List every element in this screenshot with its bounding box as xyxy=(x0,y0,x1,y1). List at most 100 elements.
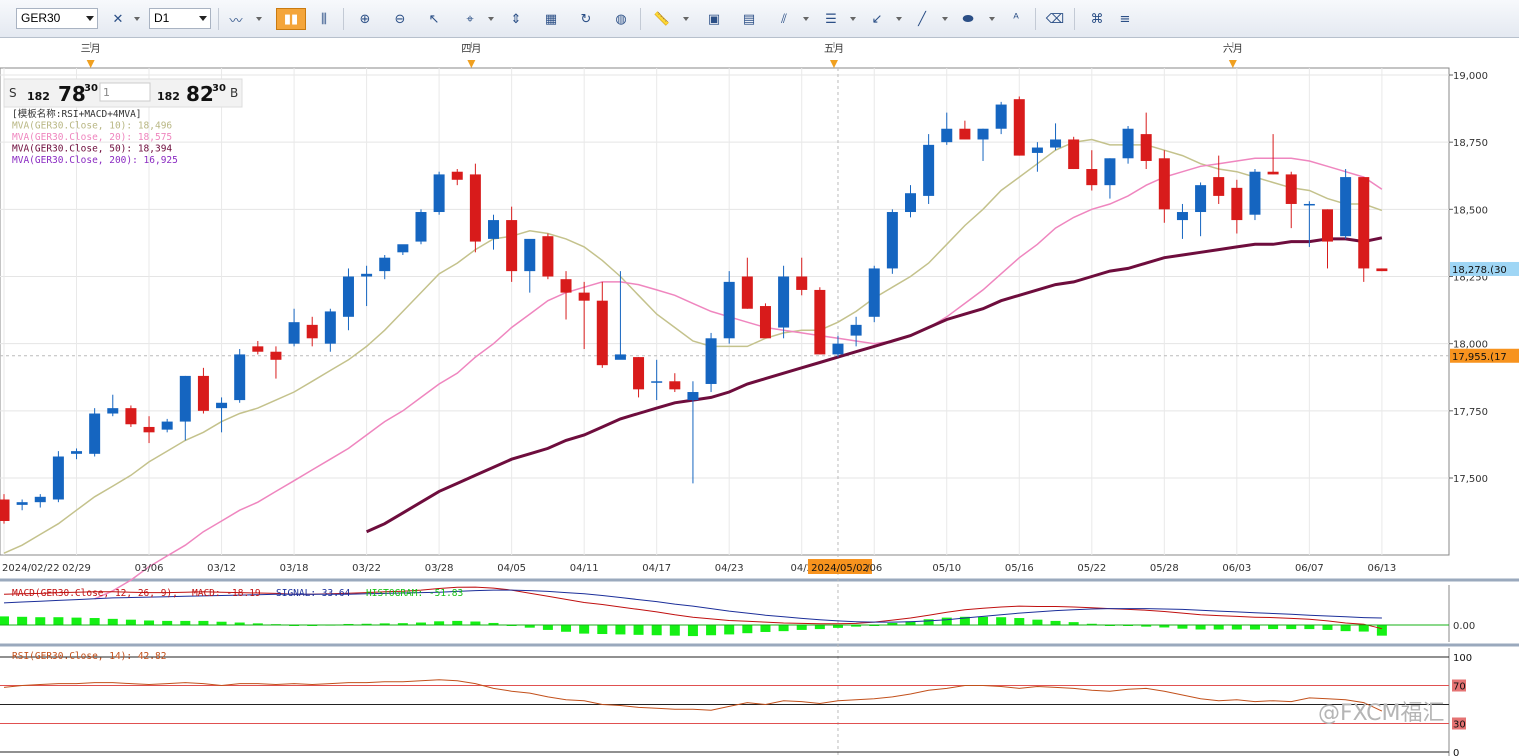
candle-body xyxy=(234,354,246,401)
buy-sup: 30 xyxy=(212,83,226,94)
macd-histogram-bar xyxy=(0,616,9,625)
chevron-down-icon[interactable] xyxy=(896,17,902,21)
chevron-down-icon[interactable] xyxy=(256,17,262,21)
line-chart-icon[interactable]: 〰 xyxy=(229,13,243,29)
candle-body xyxy=(107,408,119,414)
globe-icon[interactable]: ◍ xyxy=(615,11,627,27)
chevron-down-icon[interactable] xyxy=(134,17,140,21)
template-icon[interactable]: ▤ xyxy=(742,11,756,27)
ruler-icon[interactable]: 📏 xyxy=(653,11,671,27)
macd-series-line xyxy=(3,589,1382,623)
chevron-down-icon[interactable] xyxy=(989,17,995,21)
zoom-out-icon[interactable]: ⊖ xyxy=(394,11,406,27)
chart-area[interactable]: 三月 四月 五月 六月 19,00018,75018,50018,25018,0001… xyxy=(0,38,1519,756)
rsi-tick-label: 70 xyxy=(1453,682,1466,693)
candle-body xyxy=(1303,203,1315,206)
bar-icon[interactable]: ⫼ xyxy=(321,11,327,27)
refresh-icon[interactable]: ↻ xyxy=(580,11,592,27)
macd-tick-label: 0.00 xyxy=(1453,621,1475,632)
price-tick-label: 18,500 xyxy=(1453,205,1488,216)
macd-histogram-bar xyxy=(1086,623,1097,625)
candle-body xyxy=(16,502,28,505)
candle-body xyxy=(397,244,409,253)
candle-body xyxy=(342,276,354,317)
macd-histogram-bar xyxy=(198,620,209,625)
chevron-down-icon[interactable] xyxy=(942,17,948,21)
legend-entry: MVA(GER30.Close, 20): 18,575 xyxy=(12,132,172,143)
fib-icon[interactable]: ⫽ xyxy=(781,11,787,27)
timeframe-select[interactable]: D1 xyxy=(149,8,211,29)
picture-icon[interactable]: ▣ xyxy=(707,11,721,27)
macd-histogram-bar xyxy=(1322,625,1333,630)
date-label: /06 xyxy=(866,563,882,574)
candle-body xyxy=(778,276,790,328)
chevron-down-icon[interactable] xyxy=(803,17,809,21)
buy-big[interactable]: 82 xyxy=(186,82,214,106)
macd-histogram-bar xyxy=(488,622,499,625)
date-label: 03/28 xyxy=(425,563,454,574)
calendar-icon[interactable]: ▦ xyxy=(544,11,558,27)
candle-body xyxy=(977,128,989,140)
date-label: 05/16 xyxy=(1005,563,1034,574)
chevron-down-icon[interactable] xyxy=(683,17,689,21)
legend-entry: MVA(GER30.Close, 50): 18,394 xyxy=(12,144,172,155)
date-cursor-badge xyxy=(807,559,872,574)
candle-body xyxy=(71,451,83,454)
arrow-icon[interactable]: ↙ xyxy=(871,11,883,27)
tree-icon[interactable]: ⌘ xyxy=(1090,11,1104,27)
chevron-down-icon[interactable] xyxy=(850,17,856,21)
symbol-select[interactable]: GER30 xyxy=(16,8,98,29)
more-icon[interactable]: ≡ xyxy=(1119,11,1131,27)
sell-big[interactable]: 78 xyxy=(58,82,86,106)
candle-body xyxy=(1031,147,1043,153)
macd-histogram-bar xyxy=(669,625,680,636)
candle-body xyxy=(941,128,953,143)
legend-entry: [模板名称:RSI+MACD+4MVA] xyxy=(12,108,142,120)
sell-prefix: 182 xyxy=(27,90,50,103)
pen-icon[interactable]: ╱ xyxy=(918,11,926,27)
candle-body xyxy=(796,276,808,290)
text-icon[interactable]: ᴬ xyxy=(1013,11,1019,27)
macd-histogram-bar xyxy=(1340,625,1351,632)
macd-histogram-bar xyxy=(452,620,463,625)
symbol-remove-icon[interactable]: ✕ xyxy=(112,11,124,27)
candle-body xyxy=(814,289,826,355)
candle-body xyxy=(1068,139,1080,170)
fit-icon[interactable]: ⇕ xyxy=(510,11,522,27)
candle-icon[interactable]: ▮▮ xyxy=(276,8,306,30)
crosshair-icon[interactable]: ⌖ xyxy=(466,11,474,27)
month-label: 六月 xyxy=(1223,43,1243,55)
lines-icon[interactable]: ☰ xyxy=(825,11,837,27)
toolbar-separator xyxy=(1035,8,1036,30)
month-label: 四月 xyxy=(461,43,481,55)
timeframe-value: D1 xyxy=(154,11,170,25)
candle-body xyxy=(1231,187,1243,221)
ma-line xyxy=(3,138,1383,554)
candle-body xyxy=(886,212,898,269)
candle-body xyxy=(488,220,500,239)
price-tick-label: 19,000 xyxy=(1453,71,1488,82)
rsi-level-badge xyxy=(1452,679,1466,692)
candle-body xyxy=(669,381,681,390)
candle-body xyxy=(850,324,862,336)
month-marker-icon xyxy=(1228,60,1237,68)
macd-histogram-bar xyxy=(1195,625,1206,630)
macd-histogram-bar xyxy=(796,625,807,630)
quote-box[interactable]: S 182 78 30 1 182 82 30 B xyxy=(3,78,243,108)
date-label: 06/13 xyxy=(1367,563,1396,574)
cursor-icon[interactable]: ↖ xyxy=(428,11,440,27)
macd-histogram-bar xyxy=(125,619,136,625)
candle-body xyxy=(324,311,336,344)
eraser-icon[interactable]: ⌫ xyxy=(1045,11,1065,27)
zoom-in-icon[interactable]: ⊕ xyxy=(359,11,371,27)
chevron-down-icon[interactable] xyxy=(488,17,494,21)
candle-body xyxy=(633,357,645,390)
price-tick-label: 18,750 xyxy=(1453,138,1488,149)
price-axis: 19,000 18,750 18,500 18,250 18,000 17,750 17,5… xyxy=(1449,71,1519,485)
chevron-down-icon xyxy=(86,16,94,21)
toolbar-separator xyxy=(218,8,219,30)
ellipse-icon[interactable]: ⬬ xyxy=(962,11,974,27)
amount-input[interactable] xyxy=(99,82,151,102)
date-label: 06/03 xyxy=(1222,563,1251,574)
rsi-label: RSI(GER30.Close, 14): 42.82 xyxy=(12,651,166,662)
